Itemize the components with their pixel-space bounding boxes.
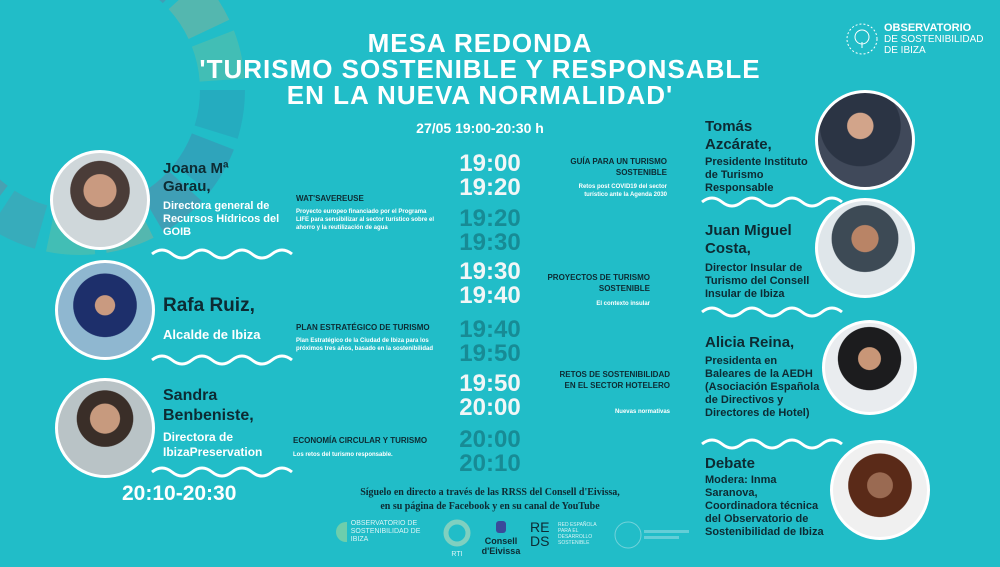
speaker-role: Directora de IbizaPreservation: [163, 430, 263, 459]
debate-time: 20:10-20:30: [122, 482, 237, 505]
time-slot: 19:50: [459, 370, 521, 397]
notice-line: en su página de Facebook y en su canal d…: [380, 501, 600, 512]
title-line: EN LA NUEVA NORMALIDAD': [286, 80, 674, 110]
tree-seal-icon: [846, 23, 878, 55]
ring-segment: [168, 0, 230, 39]
talk-title: GUÍA PARA UN TURISMO SOSTENIBLE: [570, 157, 667, 177]
coat-of-arms-icon: [496, 521, 506, 533]
time-slot: 19:30: [459, 229, 521, 256]
rti-ring-icon: [443, 519, 471, 547]
talk-title: PLAN ESTRATÉGICO DE TURISMO: [296, 323, 430, 332]
time-slot: 19:50: [459, 340, 521, 367]
ring-segment: [194, 90, 245, 139]
wave-decoration: [151, 354, 293, 366]
ring-segment: [159, 0, 166, 4]
logo-line: DE SOSTENIBILIDAD: [884, 33, 984, 45]
time-slot: 20:00: [459, 394, 521, 421]
speaker-photo: [50, 150, 150, 250]
logo-line: DE IBIZA: [884, 44, 926, 56]
wave-decoration: [701, 196, 843, 208]
talk-title: ECONOMÍA CIRCULAR Y TURISMO: [293, 436, 428, 445]
observatorio-bottom-logo: OBSERVATORIO DE SOSTENIBILIDAD DE IBIZA: [335, 520, 435, 544]
talk-desc: El contexto insular: [596, 301, 650, 307]
speaker-name: Rafa Ruiz,: [163, 295, 255, 316]
talk-desc: Proyecto europeo financiado por el Progr…: [296, 209, 435, 231]
logo-text: OBSERVATORIO DE SOSTENIBILIDAD DE IBIZA: [350, 520, 421, 543]
logo-text: Consell d'Eivissa: [481, 536, 521, 556]
speaker-role: Alcalde de Ibiza: [163, 327, 261, 342]
speaker-role: Directora general de Recursos Hídricos d…: [163, 200, 280, 238]
speaker-photo: [822, 320, 917, 415]
reds-logo: REDS RED ESPAÑOLA PARA EL DESARROLLO SOS…: [530, 520, 608, 548]
debate-label: Debate: [705, 455, 756, 472]
wave-decoration: [701, 306, 843, 318]
wave-decoration: [151, 248, 293, 260]
time-slot: 19:30: [459, 258, 521, 285]
talk-desc: Plan Estratégico de la Ciudad de Ibiza p…: [296, 338, 434, 352]
notice-line: Síguelo en directo a través de las RRSS …: [360, 487, 620, 498]
talk-title: WAT'SAVEREUSE: [296, 194, 364, 203]
speaker-photo: [55, 260, 155, 360]
event-title: MESA REDONDA 'TURISMO SOSTENIBLE Y RESPO…: [100, 30, 860, 108]
livestream-notice: Síguelo en directo a través de las RRSS …: [290, 486, 690, 514]
speaker-photo: [830, 440, 930, 540]
speaker-name: Juan Miguel Costa,: [705, 222, 792, 257]
speaker-role: Director Insular de Turismo del Consell …: [705, 262, 810, 300]
speaker-photo: [55, 378, 155, 478]
speaker-name: Sandra Benbeniste,: [163, 387, 254, 424]
logo-text: RED ESPAÑOLA PARA EL DESARROLLO SOSTENIB…: [558, 522, 597, 546]
talk-title: PROYECTOS DE TURISMO SOSTENIBLE: [547, 273, 650, 293]
ring-segment: [0, 179, 8, 196]
time-slot: 19:40: [459, 282, 521, 309]
logo-text: RTI: [451, 551, 463, 558]
partner-logo: [614, 521, 689, 549]
speaker-photo: [815, 198, 915, 298]
speaker-photo: [815, 90, 915, 190]
time-slot: 19:40: [459, 316, 521, 343]
ring-segment: [174, 133, 234, 193]
ring-segment: [0, 0, 1, 1]
logo-line: OBSERVATORIO: [884, 21, 972, 34]
time-slot: 19:20: [459, 174, 521, 201]
time-slot: 20:10: [459, 450, 521, 477]
ring-segment: [0, 190, 48, 249]
title-line: MESA REDONDA: [367, 28, 593, 58]
consell-logo: Consell d'Eivissa: [478, 520, 524, 556]
speaker-name: Alicia Reina,: [705, 334, 795, 351]
time-slot: 19:00: [459, 150, 521, 177]
talk-desc: Los retos del turismo responsable.: [293, 452, 393, 458]
speaker-name: Joana Mª Garau,: [163, 160, 229, 195]
wave-decoration: [151, 466, 293, 478]
speaker-name: Tomás Azcárate,: [705, 118, 772, 153]
talk-desc: Retos post COVID19 del sector turístico …: [578, 184, 667, 198]
time-slot: 19:20: [459, 205, 521, 232]
wave-decoration: [701, 438, 843, 450]
observatorio-logo: OBSERVATORIO DE SOSTENIBILIDAD DE IBIZA: [845, 22, 995, 56]
logo-text: REDS: [530, 519, 550, 549]
talk-desc: Nuevas normativas: [614, 409, 670, 415]
ring-segment: [191, 30, 245, 82]
title-line: 'TURISMO SOSTENIBLE Y RESPONSABLE: [199, 54, 761, 84]
event-date: 27/05 19:00-20:30 h: [416, 120, 544, 136]
rti-logo: RTI: [442, 518, 472, 559]
ring-segment: [140, 170, 202, 233]
talk-title: RETOS DE SOSTENIBILIDAD EN EL SECTOR HOT…: [559, 370, 670, 390]
speaker-role: Presidenta en Baleares de la AEDH (Asoci…: [705, 355, 820, 419]
speaker-role: Presidente Instituto de Turismo Responsa…: [705, 156, 808, 194]
sun-logo-icon: [336, 522, 347, 542]
time-slot: 20:00: [459, 426, 521, 453]
moderator-info: Modera: Inma Saranova, Coordinadora técn…: [705, 474, 824, 538]
